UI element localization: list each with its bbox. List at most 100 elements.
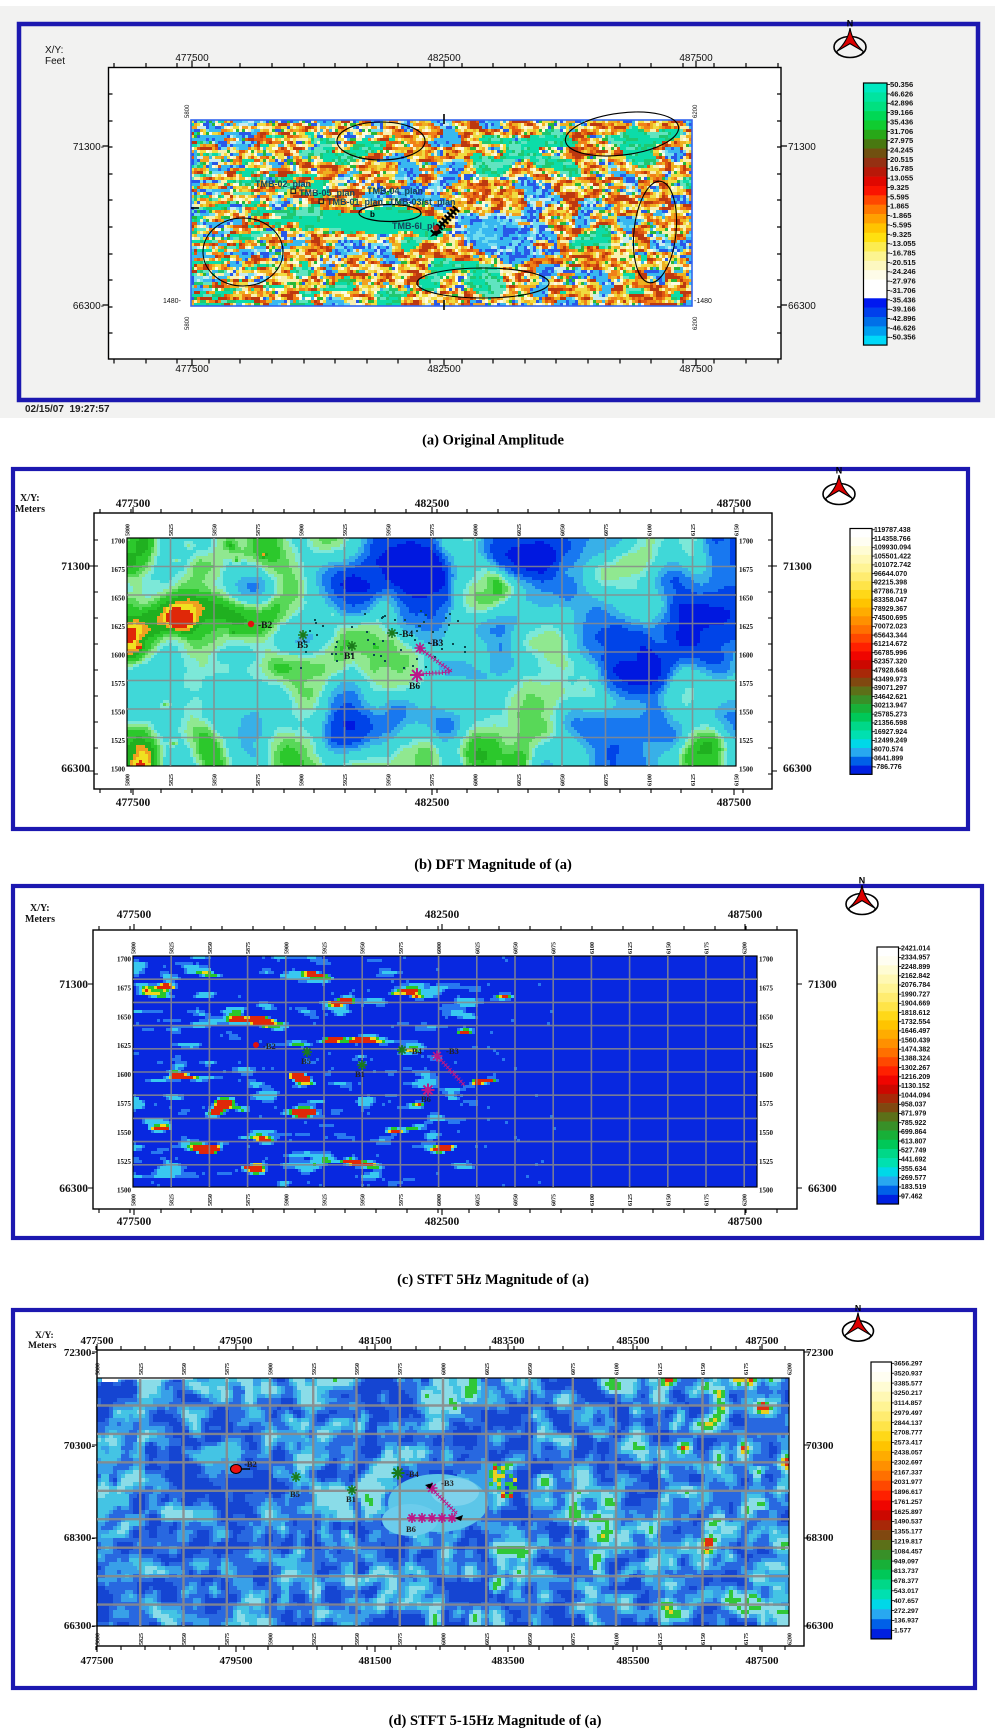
svg-text:X/Y:: X/Y: [35,1331,54,1341]
svg-text:5950: 5950 [387,774,393,786]
svg-text:1761.257: 1761.257 [894,1499,923,1506]
svg-text:109930.094: 109930.094 [874,545,911,552]
svg-text:5975: 5975 [430,524,436,536]
svg-text:5800: 5800 [132,1194,138,1206]
svg-text:-B2: -B2 [263,1041,276,1051]
svg-text:2302.697: 2302.697 [894,1459,923,1466]
svg-text:B1: B1 [344,652,355,662]
svg-text:-50.356: -50.356 [890,333,916,342]
svg-text:5950: 5950 [355,1363,361,1375]
svg-text:50.356: 50.356 [890,80,913,89]
svg-text:5975: 5975 [399,942,405,954]
svg-text:6075: 6075 [552,942,558,954]
svg-text:1388.324: 1388.324 [901,1056,930,1063]
svg-text:114358.766: 114358.766 [874,536,911,543]
svg-text:71300: 71300 [61,561,90,573]
svg-text:1675: 1675 [759,984,774,992]
svg-text:5975: 5975 [430,774,436,786]
svg-text:477500: 477500 [116,498,151,510]
svg-text:25785.273: 25785.273 [874,711,907,718]
svg-text:5950: 5950 [387,524,393,536]
svg-text:B1: B1 [355,1069,365,1079]
svg-text:482500: 482500 [425,909,460,921]
svg-text:66300-: 66300- [64,1620,96,1632]
svg-text:12499.249: 12499.249 [874,738,907,745]
svg-text:6075: 6075 [571,1363,577,1375]
svg-text:3520.937: 3520.937 [894,1370,923,1377]
svg-text:6125: 6125 [628,942,634,954]
svg-text:6025: 6025 [475,942,481,954]
svg-text:-35.436: -35.436 [890,295,916,304]
svg-text:21356.598: 21356.598 [874,720,907,727]
svg-text:1650: 1650 [111,595,126,603]
svg-text:1625: 1625 [117,1042,132,1050]
svg-text:6050: 6050 [561,524,567,536]
svg-text:5950: 5950 [361,942,367,954]
svg-text:-B4: -B4 [406,1469,420,1479]
svg-text:479500: 479500 [220,1655,254,1667]
svg-text:1525: 1525 [739,737,754,745]
svg-text:6125: 6125 [658,1633,664,1645]
svg-text:487500: 487500 [717,797,752,809]
svg-text:699.864: 699.864 [901,1129,926,1136]
svg-text:1575: 1575 [739,680,754,688]
svg-text:1.577: 1.577 [894,1628,911,1635]
svg-text:92215.398: 92215.398 [874,580,907,587]
svg-text:871.979: 871.979 [901,1111,926,1118]
svg-text:479500: 479500 [220,1335,254,1347]
svg-text:1600: 1600 [739,652,754,660]
svg-text:-B3: -B3 [446,1046,459,1056]
svg-text:5875: 5875 [225,1633,231,1645]
svg-text:1600: 1600 [111,652,126,660]
svg-text:34642.621: 34642.621 [874,694,907,701]
svg-text:2573.417: 2573.417 [894,1440,923,1447]
svg-text:(a) Original Amplitude: (a) Original Amplitude [422,433,564,449]
svg-text:1216.209: 1216.209 [901,1074,930,1081]
svg-text:1675: 1675 [739,566,754,574]
svg-text:485500: 485500 [617,1655,651,1667]
svg-text:Meters: Meters [28,1341,57,1351]
svg-text:70072.023: 70072.023 [874,624,907,631]
svg-text:183.519: 183.519 [901,1184,926,1191]
svg-text:5850: 5850 [182,1363,188,1375]
svg-text:N: N [855,1303,861,1313]
svg-text:66300: 66300 [783,763,812,775]
svg-text:5925: 5925 [343,774,349,786]
svg-text:TMB-04_plan: TMB-04_plan [367,186,423,196]
svg-text:485500: 485500 [617,1335,651,1347]
svg-text:B6: B6 [409,682,420,692]
svg-text:5800: 5800 [126,774,132,786]
svg-text:-B3: -B3 [441,1478,454,1488]
svg-text:96644.070: 96644.070 [874,571,907,578]
svg-text:24.245: 24.245 [890,146,914,155]
svg-text:68300: 68300 [806,1532,834,1544]
svg-text:1575: 1575 [111,680,126,688]
svg-text:-B4: -B4 [409,1046,423,1056]
svg-text:1500: 1500 [117,1187,132,1195]
svg-text:2438.057: 2438.057 [894,1450,923,1457]
svg-text:-46.626: -46.626 [890,323,916,332]
svg-text:2979.497: 2979.497 [894,1410,923,1417]
svg-text:46.626: 46.626 [890,89,913,98]
svg-text:6175: 6175 [705,942,711,954]
svg-text:487500: 487500 [746,1335,780,1347]
svg-text:71300-: 71300- [73,142,104,153]
svg-text:1490.537: 1490.537 [894,1519,923,1526]
svg-text:3250.217: 3250.217 [894,1390,923,1397]
svg-text:B1: B1 [346,1494,356,1504]
svg-text:6200: 6200 [788,1363,794,1375]
svg-text:5850: 5850 [213,774,219,786]
svg-text:-16.785: -16.785 [890,248,917,257]
svg-text:5800: 5800 [96,1363,102,1375]
svg-text:6050: 6050 [561,774,567,786]
svg-text:6175: 6175 [744,1633,750,1645]
svg-text:5825: 5825 [139,1633,145,1645]
svg-text:1550: 1550 [117,1129,132,1137]
svg-text:6100: 6100 [648,524,654,536]
svg-text:1818.612: 1818.612 [901,1010,930,1017]
svg-text:487500: 487500 [679,53,713,64]
svg-text:105501.422: 105501.422 [874,553,911,560]
svg-text:6200: 6200 [743,942,749,954]
svg-text:6025: 6025 [475,1194,481,1206]
svg-text:1084.457: 1084.457 [894,1548,923,1555]
